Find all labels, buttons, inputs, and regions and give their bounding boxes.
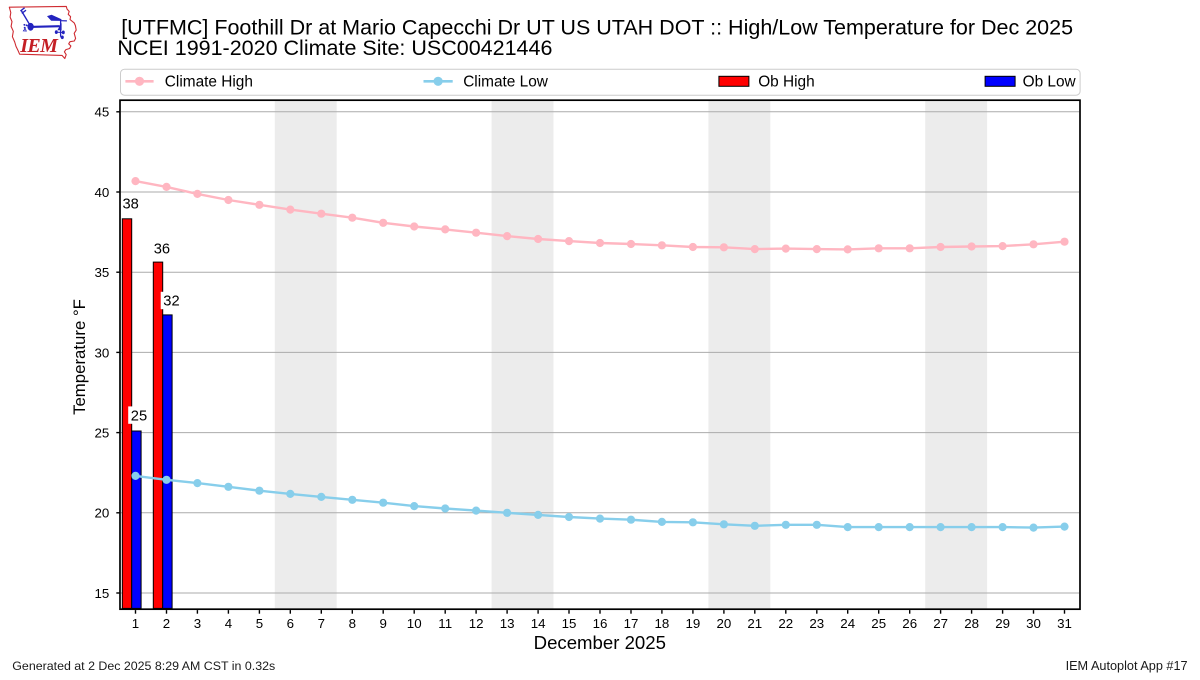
svg-text:25: 25: [871, 616, 886, 631]
svg-text:1: 1: [132, 616, 139, 631]
svg-text:27: 27: [933, 616, 948, 631]
svg-text:3: 3: [194, 616, 201, 631]
svg-text:21: 21: [747, 616, 762, 631]
svg-text:IEM Autoplot App #17: IEM Autoplot App #17: [1066, 659, 1188, 673]
svg-text:Generated at 2 Dec 2025 8:29 A: Generated at 2 Dec 2025 8:29 AM CST in 0…: [12, 659, 275, 673]
svg-text:40: 40: [95, 185, 110, 200]
svg-text:5: 5: [256, 616, 263, 631]
svg-text:25: 25: [95, 426, 110, 441]
svg-text:19: 19: [686, 616, 701, 631]
svg-text:12: 12: [469, 616, 484, 631]
svg-text:35: 35: [95, 265, 110, 280]
svg-text:23: 23: [809, 616, 824, 631]
svg-text:36: 36: [154, 242, 170, 258]
svg-text:13: 13: [500, 616, 515, 631]
svg-text:17: 17: [624, 616, 639, 631]
svg-text:31: 31: [1057, 616, 1072, 631]
svg-text:38: 38: [123, 197, 139, 213]
svg-text:18: 18: [655, 616, 670, 631]
svg-text:24: 24: [840, 616, 855, 631]
svg-text:4: 4: [225, 616, 232, 631]
svg-text:22: 22: [778, 616, 793, 631]
svg-text:32: 32: [163, 294, 179, 310]
svg-text:6: 6: [287, 616, 294, 631]
svg-text:December 2025: December 2025: [534, 632, 666, 653]
svg-text:26: 26: [902, 616, 917, 631]
svg-text:20: 20: [717, 616, 732, 631]
svg-text:IEM: IEM: [19, 35, 59, 57]
svg-text:16: 16: [593, 616, 608, 631]
svg-text:15: 15: [562, 616, 577, 631]
svg-text:25: 25: [131, 408, 147, 424]
svg-text:Temperature °F: Temperature °F: [70, 299, 89, 415]
svg-text:2: 2: [163, 616, 170, 631]
svg-text:45: 45: [95, 105, 110, 120]
svg-text:Climate Low: Climate Low: [463, 74, 549, 91]
svg-text:14: 14: [531, 616, 546, 631]
svg-text:9: 9: [379, 616, 386, 631]
svg-text:Ob High: Ob High: [758, 74, 814, 91]
svg-text:7: 7: [318, 616, 325, 631]
svg-text:Ob Low: Ob Low: [1023, 74, 1077, 91]
svg-text:20: 20: [95, 506, 110, 521]
svg-text:29: 29: [995, 616, 1010, 631]
svg-text:8: 8: [349, 616, 356, 631]
svg-text:11: 11: [438, 616, 452, 631]
svg-text:30: 30: [1026, 616, 1041, 631]
svg-text:10: 10: [407, 616, 422, 631]
svg-text:28: 28: [964, 616, 979, 631]
svg-text:30: 30: [95, 345, 110, 360]
svg-text:15: 15: [95, 586, 110, 601]
svg-text:Climate High: Climate High: [165, 74, 253, 91]
svg-text:NCEI 1991-2020 Climate Site: U: NCEI 1991-2020 Climate Site: USC00421446: [117, 36, 552, 60]
